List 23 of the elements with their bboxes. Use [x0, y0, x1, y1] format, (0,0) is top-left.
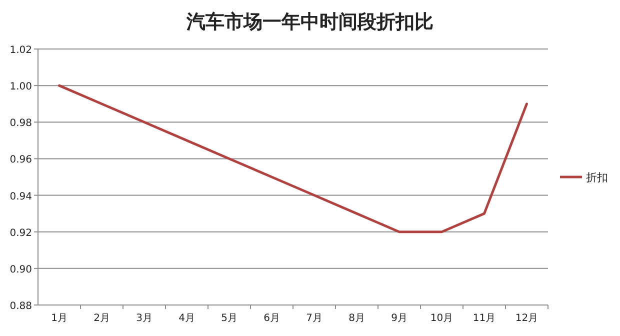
y-tick-label: 0.98 [10, 118, 32, 130]
y-tick-label: 1.00 [10, 82, 32, 93]
x-tick-label: 10月 [430, 313, 454, 324]
legend-label: 折扣 [586, 171, 608, 184]
y-tick-label: 0.92 [10, 228, 32, 239]
line-series [58, 84, 528, 234]
x-tick-label: 3月 [136, 313, 152, 324]
y-tick-label: 0.90 [10, 264, 32, 276]
x-tick-label: 2月 [94, 313, 110, 324]
y-tick-label: 0.88 [10, 301, 32, 312]
x-tick-label: 5月 [221, 313, 238, 324]
x-tick-label: 11月 [472, 313, 496, 324]
x-tick-label: 9月 [391, 313, 408, 324]
y-tick-label: 0.96 [10, 154, 32, 166]
x-tick-label: 8月 [348, 313, 365, 324]
x-tick-label: 4月 [178, 313, 195, 324]
y-tick-label: 0.94 [10, 191, 32, 202]
x-tick-label: 12月 [515, 313, 538, 324]
x-tick-label: 6月 [264, 313, 280, 324]
y-tick-label: 1.02 [10, 45, 32, 56]
x-tick-label: 7月 [306, 313, 322, 324]
x-tick-label: 1月 [51, 313, 68, 324]
chart-title: 汽车市场一年中时间段折扣比 [186, 11, 434, 33]
